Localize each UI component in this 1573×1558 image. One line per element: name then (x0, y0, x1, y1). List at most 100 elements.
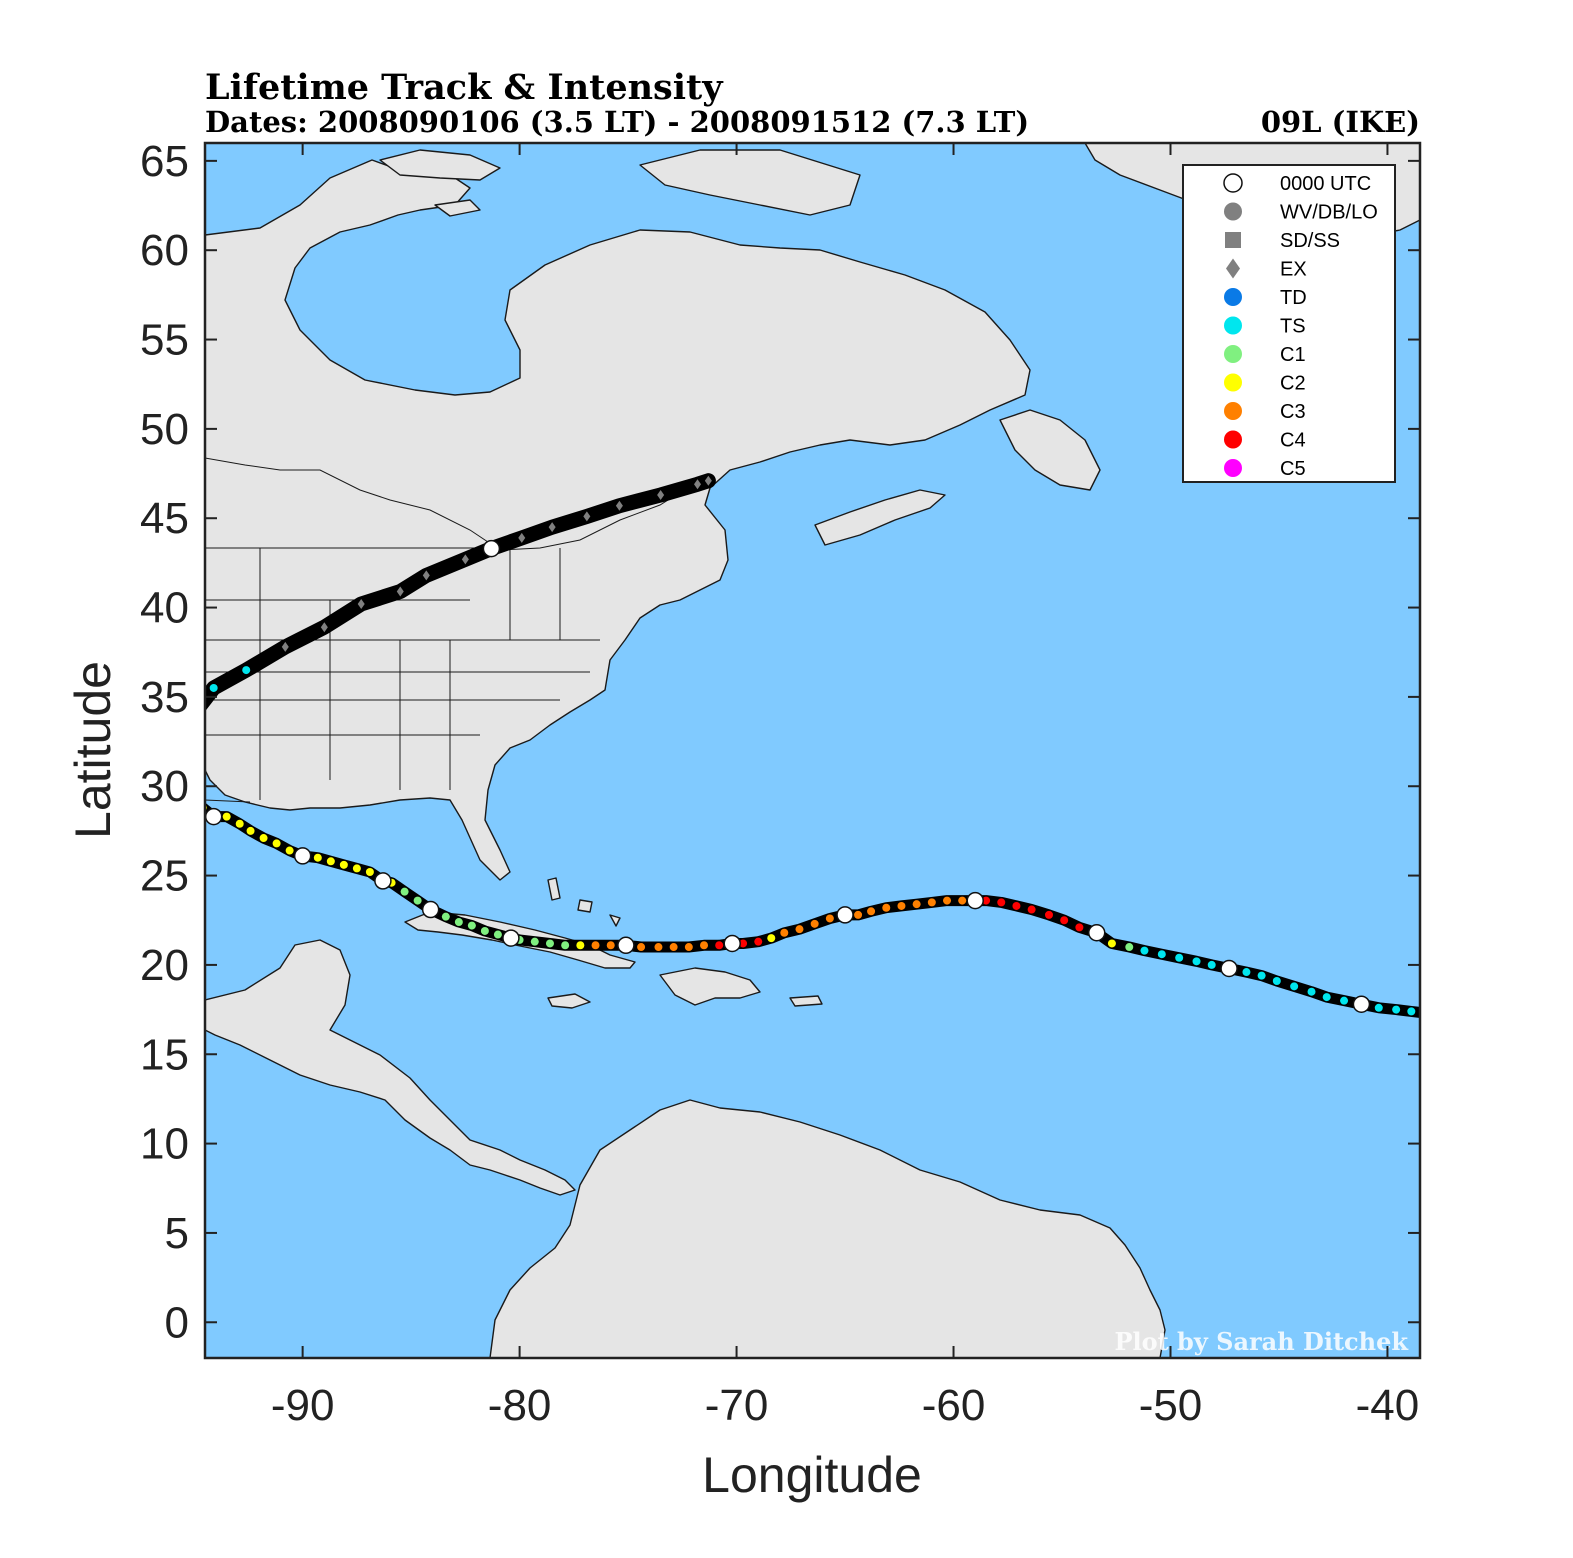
track-point-c2 (285, 846, 294, 855)
track-point-ts (1207, 960, 1216, 969)
track-point-ts (1438, 1009, 1446, 1017)
track-point-c4 (715, 941, 724, 950)
track-point-c3 (854, 910, 863, 919)
legend-marker (1224, 345, 1242, 363)
x-axis-label: Longitude (702, 1447, 922, 1503)
southampton-island-land (434, 199, 481, 217)
track-point-ts (1407, 1007, 1416, 1016)
track-point-c2 (767, 934, 776, 943)
track-point-c3 (825, 914, 834, 923)
chart-dates: Dates: 2008090106 (3.5 LT) - 2008091512 … (205, 105, 1029, 139)
y-tick-label: 20 (140, 941, 189, 990)
track-point-c1 (530, 937, 539, 946)
track-point-c1 (561, 941, 570, 950)
track-point-c2 (313, 853, 322, 862)
track-point-c4 (739, 939, 748, 948)
track-point-ts (1374, 1003, 1383, 1012)
track-point-c3 (669, 943, 678, 952)
legend-marker (1226, 258, 1240, 279)
y-tick-label: 25 (140, 852, 189, 901)
track-point-ts (1192, 957, 1201, 966)
track-point-ex (583, 511, 591, 522)
storm-track-points (194, 475, 1446, 1017)
track-point-ts (209, 683, 218, 692)
track-point-c4 (997, 898, 1006, 907)
track-point-c3 (795, 925, 804, 934)
track-point-0000utc (617, 936, 635, 955)
y-axis-label: Latitude (65, 661, 121, 839)
y-tick-label: 50 (140, 405, 189, 454)
nova-scotia-land (814, 489, 946, 546)
track-point-ex (518, 532, 526, 543)
x-tick-label: -70 (705, 1381, 769, 1430)
track-point-0000utc (293, 847, 312, 865)
x-tick-label: -90 (271, 1381, 335, 1430)
legend-marker (1224, 402, 1242, 420)
newfoundland-land (999, 409, 1101, 491)
legend-marker (1224, 202, 1242, 221)
x-tick-label: -50 (1139, 1381, 1203, 1430)
legend-label: SD/SS (1280, 230, 1340, 252)
political-borders (205, 457, 701, 803)
legend-label: EX (1280, 259, 1307, 281)
us-mexico-border (205, 799, 251, 803)
track-point-c3 (654, 943, 663, 952)
legend-label: TD (1280, 287, 1307, 309)
chart-title: Lifetime Track & Intensity (205, 67, 724, 108)
track-point-ts (1242, 968, 1251, 977)
track-point-c3 (780, 928, 789, 937)
legend-marker (1224, 373, 1242, 392)
track-point-c3 (684, 943, 693, 952)
track-point-ex (548, 522, 556, 533)
track-point-0000utc (421, 900, 440, 919)
y-tick-label: 15 (140, 1030, 189, 1079)
track-point-ex (657, 489, 665, 500)
us-state-borders (205, 547, 600, 800)
track-point-ex (396, 586, 404, 597)
track-point-c1 (493, 930, 502, 939)
y-tick-label: 30 (140, 762, 189, 811)
track-point-c2 (365, 868, 374, 876)
plot-frame (203, 141, 1422, 1360)
track-point-c3 (867, 907, 876, 916)
legend-marker (1224, 288, 1242, 306)
y-axis-ticks: 0 5 10 15 20 25 30 35 40 45 50 55 60 65 (140, 137, 1420, 1347)
track-point-0000utc (482, 539, 501, 558)
x-tick-label: -60 (922, 1381, 986, 1430)
track-point-c2 (246, 826, 255, 835)
credit-text: Plot by Sarah Ditchek (1114, 1327, 1409, 1356)
y-tick-label: 0 (165, 1298, 189, 1347)
hispaniola-land (659, 967, 761, 1006)
track-point-c3 (700, 941, 709, 950)
track-point-c2 (1107, 939, 1116, 948)
track-point-0000utc (966, 891, 984, 910)
legend-marker (1223, 173, 1243, 193)
track-point-ex (422, 570, 430, 581)
track-point-c4 (1012, 901, 1021, 910)
track-point-c4 (982, 896, 991, 905)
track-point-ts (242, 666, 251, 675)
track-point-0000utc (1220, 959, 1238, 978)
y-tick-label: 10 (140, 1120, 189, 1169)
track-point-c1 (441, 912, 450, 921)
track-point-c3 (606, 941, 615, 950)
track-point-c1 (413, 896, 422, 905)
track-point-c3 (943, 896, 952, 905)
track-point-c4 (1044, 910, 1053, 919)
legend-marker (1224, 459, 1242, 477)
track-point-0000utc (502, 929, 520, 947)
track-point-ts (1140, 946, 1149, 955)
track-point-ex (694, 479, 702, 490)
track-point-0000utc (374, 872, 392, 890)
puerto-rico-land (789, 995, 823, 1007)
track-point-c4 (754, 937, 763, 946)
south-america-land (489, 1099, 1166, 1358)
track-point-c4 (1027, 905, 1036, 914)
track-point-0000utc (723, 934, 741, 953)
track-point-c4 (1060, 916, 1069, 925)
track-point-ts (1175, 953, 1184, 962)
y-tick-label: 60 (140, 226, 189, 275)
track-point-ts (194, 704, 202, 712)
legend-label: C2 (1280, 373, 1306, 395)
